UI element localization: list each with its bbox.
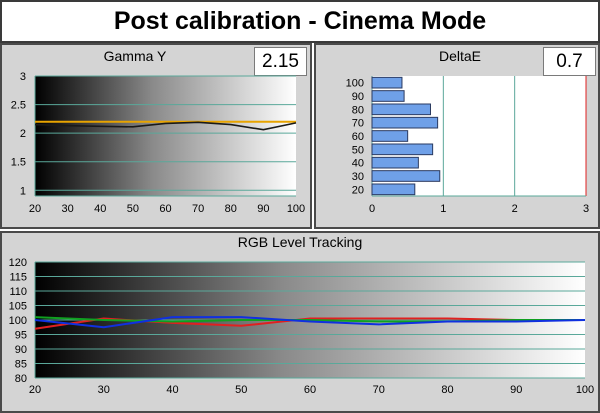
plot-background	[35, 76, 296, 196]
x-tick-label: 70	[373, 384, 385, 396]
y-tick-label: 70	[352, 118, 364, 130]
deltae-bar	[371, 76, 403, 89]
deltae-bar	[371, 116, 439, 129]
y-tick-label: 100	[9, 315, 27, 327]
x-tick-label: 70	[192, 203, 204, 215]
rgb-chart-title: RGB Level Tracking	[237, 234, 363, 250]
y-tick-label: 1	[20, 185, 26, 197]
deltae-bar	[371, 156, 419, 169]
deltae-value-box: 0.7	[543, 47, 596, 76]
x-tick-label: 60	[159, 203, 171, 215]
x-tick-label: 100	[576, 384, 594, 396]
y-tick-label: 60	[352, 131, 364, 143]
y-tick-label: 105	[9, 301, 27, 313]
x-tick-label: 80	[441, 384, 453, 396]
x-tick-label: 20	[29, 203, 41, 215]
deltae-bar	[371, 170, 441, 182]
y-tick-label: 100	[346, 78, 364, 90]
y-tick-label: 110	[9, 286, 27, 298]
x-tick-label: 30	[62, 203, 74, 215]
deltae-bar	[371, 183, 416, 196]
x-tick-label: 40	[94, 203, 106, 215]
y-tick-label: 80	[15, 373, 27, 385]
y-tick-label: 2	[20, 128, 26, 140]
deltae-chart-title: DeltaE	[438, 48, 482, 64]
y-tick-label: 1.5	[11, 157, 26, 169]
y-tick-label: 50	[352, 144, 364, 156]
x-tick-label: 80	[225, 203, 237, 215]
x-tick-label: 90	[510, 384, 522, 396]
x-tick-label: 30	[98, 384, 110, 396]
y-tick-label: 90	[15, 344, 27, 356]
x-tick-label: 40	[166, 384, 178, 396]
y-tick-label: 3	[20, 71, 26, 83]
x-tick-label: 20	[29, 384, 41, 396]
x-tick-label: 90	[257, 203, 269, 215]
gamma-chart: 3 2.5 2 1.5 120 30 40 50 60 70 80 90 100	[11, 71, 305, 215]
x-tick-label: 50	[127, 203, 139, 215]
y-tick-label: 115	[9, 272, 27, 284]
y-tick-label: 20	[352, 184, 364, 196]
x-tick-label: 50	[235, 384, 247, 396]
y-tick-label: 120	[9, 257, 27, 269]
x-tick-label: 60	[304, 384, 316, 396]
deltae-bar	[371, 103, 431, 116]
y-tick-label: 30	[352, 171, 364, 183]
x-tick-label: 3	[583, 203, 589, 215]
y-tick-label: 80	[352, 104, 364, 116]
gamma-chart-title: Gamma Y	[103, 48, 167, 64]
blue-tracking-line	[34, 316, 586, 329]
deltae-bar	[371, 90, 405, 102]
page-title: Post calibration - Cinema Mode	[0, 0, 600, 43]
x-tick-label: 100	[287, 203, 305, 215]
y-tick-label: 95	[15, 330, 27, 342]
x-tick-label: 1	[440, 203, 446, 215]
deltae-bar	[371, 143, 434, 156]
y-tick-label: 40	[352, 158, 364, 170]
x-tick-label: 2	[512, 203, 518, 215]
deltae-bar	[371, 130, 409, 142]
x-tick-label: 0	[369, 203, 375, 215]
y-tick-label: 90	[352, 91, 364, 103]
gamma-series-line	[34, 121, 297, 131]
y-tick-label: 2.5	[11, 100, 26, 112]
y-tick-label: 85	[15, 359, 27, 371]
